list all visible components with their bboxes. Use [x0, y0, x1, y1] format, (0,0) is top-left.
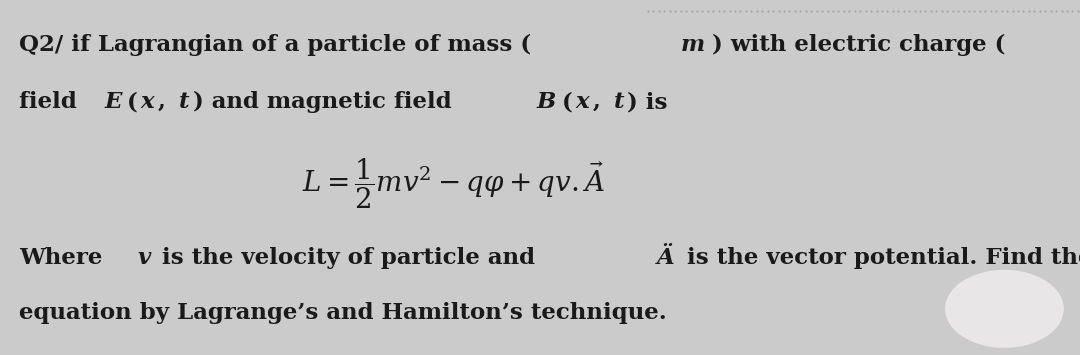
Text: $L = \dfrac{1}{2}mv^2 - q\varphi + qv.\vec{A}$: $L = \dfrac{1}{2}mv^2 - q\varphi + qv.\v…	[302, 156, 605, 211]
Text: is the vector potential. Find the motion: is the vector potential. Find the motion	[679, 247, 1080, 269]
Text: E: E	[105, 91, 122, 113]
Text: ,: ,	[593, 91, 609, 113]
Text: is the velocity of particle and: is the velocity of particle and	[154, 247, 543, 269]
Text: Q2/ if Lagrangian of a particle of mass (: Q2/ if Lagrangian of a particle of mass …	[19, 34, 531, 56]
Text: field: field	[19, 91, 85, 113]
Text: ) and magnetic field: ) and magnetic field	[192, 91, 459, 113]
Text: m: m	[680, 34, 704, 56]
Text: ) with electric charge (: ) with electric charge (	[712, 34, 1005, 56]
Text: B: B	[537, 91, 556, 113]
Text: x: x	[140, 91, 154, 113]
Text: v: v	[137, 247, 150, 269]
Text: t: t	[613, 91, 624, 113]
Text: ) is: ) is	[627, 91, 667, 113]
Text: (: (	[562, 91, 572, 113]
Text: Ä: Ä	[657, 247, 674, 269]
Text: Where: Where	[19, 247, 111, 269]
Text: x: x	[576, 91, 590, 113]
Text: ,: ,	[159, 91, 174, 113]
Text: t: t	[179, 91, 189, 113]
Text: equation by Lagrange’s and Hamilton’s technique.: equation by Lagrange’s and Hamilton’s te…	[19, 302, 667, 324]
Text: (: (	[126, 91, 137, 113]
Ellipse shape	[945, 270, 1064, 348]
